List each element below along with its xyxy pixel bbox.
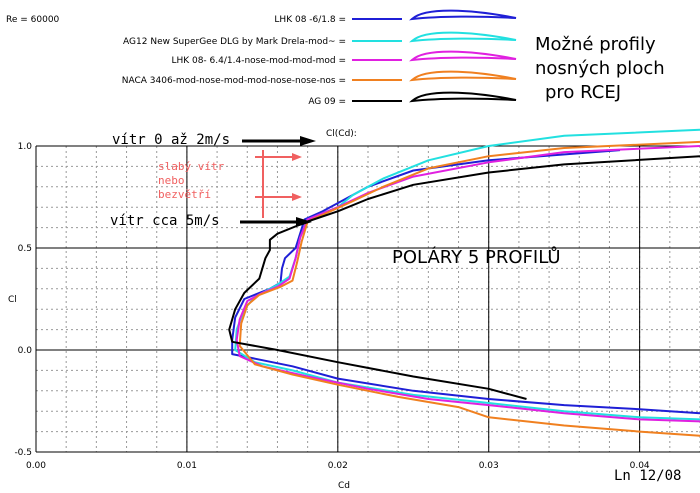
range-arrowhead-top [292, 153, 302, 161]
title-line-3: pro RCEJ [545, 82, 621, 103]
title-line-1: Možné profily [535, 34, 656, 55]
title-line-2: nosných ploch [535, 58, 665, 79]
series-line [238, 140, 700, 437]
x-tick-label: 0.01 [177, 461, 197, 471]
annotation-polars: POLÁRY 5 PROFILŮ [392, 246, 561, 268]
legend-profile-shape [409, 70, 517, 82]
y-axis-top-label: Cl(Cd): [326, 129, 357, 139]
legend-profile-shape [409, 9, 517, 21]
arrowhead-wind-light [300, 136, 316, 146]
annotation-weak-wind-2: nebo [158, 174, 185, 187]
annotation-weak-wind-3: bezvětří [158, 188, 211, 201]
x-axis-label: Cd [338, 481, 350, 491]
legend-label: NACA 3406-mod-nose-mod-mod-nose-nose-nos… [122, 76, 346, 86]
series-line [235, 145, 700, 423]
x-tick-label: 0.00 [26, 461, 46, 471]
x-tick-label: 0.04 [630, 461, 650, 471]
x-tick-label: 0.02 [328, 461, 348, 471]
axis-ticks: 0.00 0.01 0.02 0.03 0.04 1.0 0.5 0.0 -0.5 [14, 142, 649, 471]
x-tick-label: 0.03 [479, 461, 499, 471]
legend-profile-shape [409, 31, 517, 43]
y-tick-label: 1.0 [18, 142, 33, 152]
weak-wind-range-marker [255, 150, 302, 218]
y-tick-label: 0.0 [18, 346, 33, 356]
legend-label: LHK 08 -6/1.8 = [274, 15, 346, 25]
signature: Ln 12/08 [614, 468, 681, 484]
y-tick-label: -0.5 [14, 448, 32, 458]
legend: LHK 08 -6/1.8 = AG12 New SuperGee DLG by … [122, 9, 517, 107]
legend-profile-shape [409, 50, 517, 62]
series-line [228, 155, 700, 400]
annotation-wind-medium: vítr cca 5m/s [110, 213, 220, 229]
arrowhead-wind-medium [296, 217, 312, 227]
annotation-wind-light: vítr 0 až 2m/s [112, 132, 230, 148]
legend-profile-shape [409, 91, 517, 103]
series-line [231, 149, 700, 415]
y-tick-label: 0.5 [18, 244, 32, 254]
legend-label: AG 09 = [308, 97, 346, 107]
range-arrowhead-bottom [292, 193, 302, 201]
legend-label: AG12 New SuperGee DLG by Mark Drela-mod~… [123, 37, 346, 47]
reynolds-label: Re = 60000 [6, 15, 60, 25]
series-curves [228, 128, 700, 437]
annotation-weak-wind-1: slabý vítr [158, 160, 225, 173]
wind-arrows [240, 136, 316, 227]
y-axis-label: Cl [8, 295, 17, 305]
legend-label: LHK 08- 6.4/1.4-nose-mod-mod-mod = [171, 56, 346, 66]
